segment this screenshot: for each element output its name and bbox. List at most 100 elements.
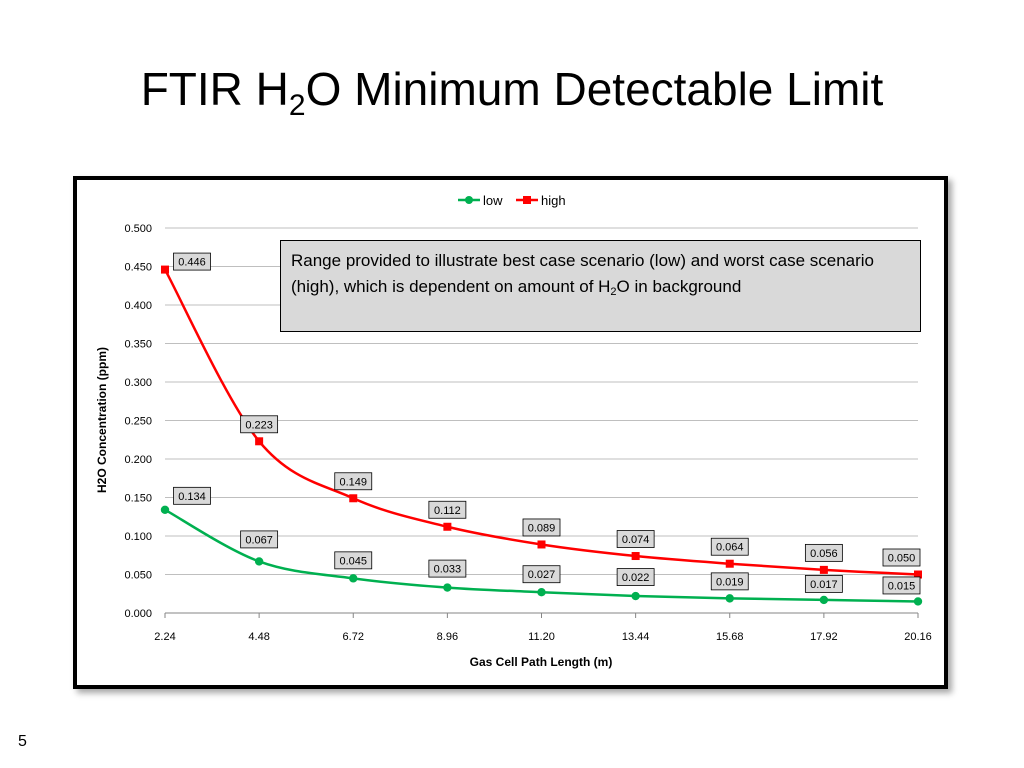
data-point-low <box>349 574 358 583</box>
axis-layer: 0.000 0.050 0.100 0.150 0.200 0.250 0.300 0.350… <box>124 223 931 643</box>
data-label-text: 0.134 <box>178 491 206 503</box>
y-tick-label: 0.100 <box>124 531 152 543</box>
data-label-text: 0.064 <box>716 542 744 554</box>
data-point-low <box>443 583 452 592</box>
data-label-box <box>804 575 843 593</box>
data-point-low <box>631 591 640 601</box>
data-label-low: 0.017 <box>804 575 843 593</box>
data-point-low <box>725 594 734 603</box>
data-label-low: 0.027 <box>522 565 561 584</box>
y-tick-label: 0.350 <box>124 339 152 351</box>
data-label-high: 0.112 <box>428 500 467 519</box>
data-label-box <box>334 472 373 491</box>
data-point-high <box>725 559 734 568</box>
y-tick-label: 0.250 <box>124 416 152 428</box>
y-tick-label: 0.450 <box>124 262 152 274</box>
data-label-box <box>710 537 749 556</box>
slide-title-subscript: 2 <box>288 89 306 122</box>
data-label-box <box>710 572 749 591</box>
y-tick-label: 0.150 <box>124 493 152 505</box>
data-label-low: 0.033 <box>428 559 467 578</box>
data-point-high <box>537 540 546 549</box>
y-axis-title: H2O Concentration (ppm) <box>95 347 109 493</box>
y-tick-label: 0.200 <box>124 454 152 466</box>
y-tick-label: 0.500 <box>124 223 152 235</box>
data-label-text: 0.015 <box>888 580 916 592</box>
data-label-high: 0.074 <box>616 530 655 548</box>
x-tick-label: 8.96 <box>437 631 458 643</box>
slide-title-after: O Minimum Detectable Limit <box>305 63 884 115</box>
y-tick-label: 0.000 <box>124 608 152 620</box>
data-label-text: 0.446 <box>178 257 206 269</box>
x-tick-label: 17.92 <box>810 631 838 643</box>
data-label-box <box>334 551 373 570</box>
data-point-low <box>160 505 170 515</box>
data-label-low: 0.019 <box>710 572 749 591</box>
annotation-note: Range provided to illustrate best case s… <box>280 240 921 332</box>
data-label-box <box>522 518 561 537</box>
x-tick-label: 15.68 <box>716 631 744 643</box>
data-label-text: 0.067 <box>245 534 273 546</box>
data-label-box <box>616 530 655 548</box>
data-label-box <box>428 559 467 578</box>
data-label-text: 0.022 <box>622 572 650 584</box>
legend-label-high: high <box>541 193 566 208</box>
data-label-text: 0.017 <box>810 579 838 591</box>
data-label-low: 0.045 <box>334 551 373 570</box>
data-point-low <box>537 588 546 597</box>
annotation-note-after: O in background <box>616 277 742 296</box>
data-point-low <box>913 597 923 606</box>
y-tick-label: 0.050 <box>124 570 152 582</box>
data-label-box <box>882 548 921 567</box>
annotation-note-subscript: 2 <box>610 286 617 298</box>
data-label-text: 0.089 <box>528 522 556 534</box>
data-label-low: 0.067 <box>240 530 279 549</box>
x-tick-label: 20.16 <box>904 631 932 643</box>
data-point-high <box>631 552 640 561</box>
data-label-high: 0.050 <box>882 548 921 567</box>
legend-layer: low high <box>458 193 566 208</box>
x-axis-title: Gas Cell Path Length (m) <box>470 655 613 669</box>
data-label-high: 0.223 <box>240 415 279 434</box>
legend-label-low: low <box>483 193 503 208</box>
data-label-text: 0.149 <box>339 476 367 488</box>
data-label-box <box>173 252 211 271</box>
data-label-box <box>882 576 921 595</box>
x-tick-label: 11.20 <box>528 631 555 643</box>
data-point-high <box>349 494 358 503</box>
x-tick-label: 4.48 <box>248 631 269 643</box>
data-point-high <box>443 522 452 531</box>
label-layer: 0.134 0.067 0.045 0.033 0.027 0.022 0.019 0.017… <box>173 252 921 595</box>
data-label-text: 0.112 <box>434 505 461 517</box>
data-label-box <box>173 486 211 505</box>
data-label-text: 0.074 <box>622 534 650 546</box>
x-tick-label: 13.44 <box>622 631 650 643</box>
data-label-text: 0.050 <box>888 553 916 565</box>
data-label-high: 0.056 <box>804 543 843 562</box>
data-label-box <box>616 568 655 586</box>
data-label-high: 0.446 <box>173 252 211 271</box>
data-point-high <box>819 565 828 574</box>
data-label-text: 0.056 <box>810 548 838 560</box>
y-tick-label: 0.300 <box>124 377 152 389</box>
data-label-text: 0.033 <box>434 564 462 576</box>
page-number: 5 <box>18 733 27 750</box>
data-label-box <box>240 415 279 434</box>
data-label-box <box>804 543 843 562</box>
slide-title: FTIR H2O Minimum Detectable Limit <box>0 63 1024 121</box>
data-point-low <box>254 557 264 566</box>
data-label-high: 0.089 <box>522 518 561 537</box>
y-tick-label: 0.400 <box>124 300 152 312</box>
data-point-high <box>255 437 264 446</box>
data-label-high: 0.064 <box>710 537 749 556</box>
legend-marker-high <box>523 196 531 204</box>
x-tick-label: 6.72 <box>343 631 364 643</box>
data-label-low: 0.134 <box>173 486 211 505</box>
data-label-high: 0.149 <box>334 472 373 491</box>
data-point-high <box>914 570 922 579</box>
data-label-text: 0.027 <box>528 569 556 581</box>
annotation-note-before: Range provided to illustrate best case s… <box>291 251 875 296</box>
data-label-text: 0.019 <box>716 576 744 588</box>
data-label-box <box>240 530 279 549</box>
